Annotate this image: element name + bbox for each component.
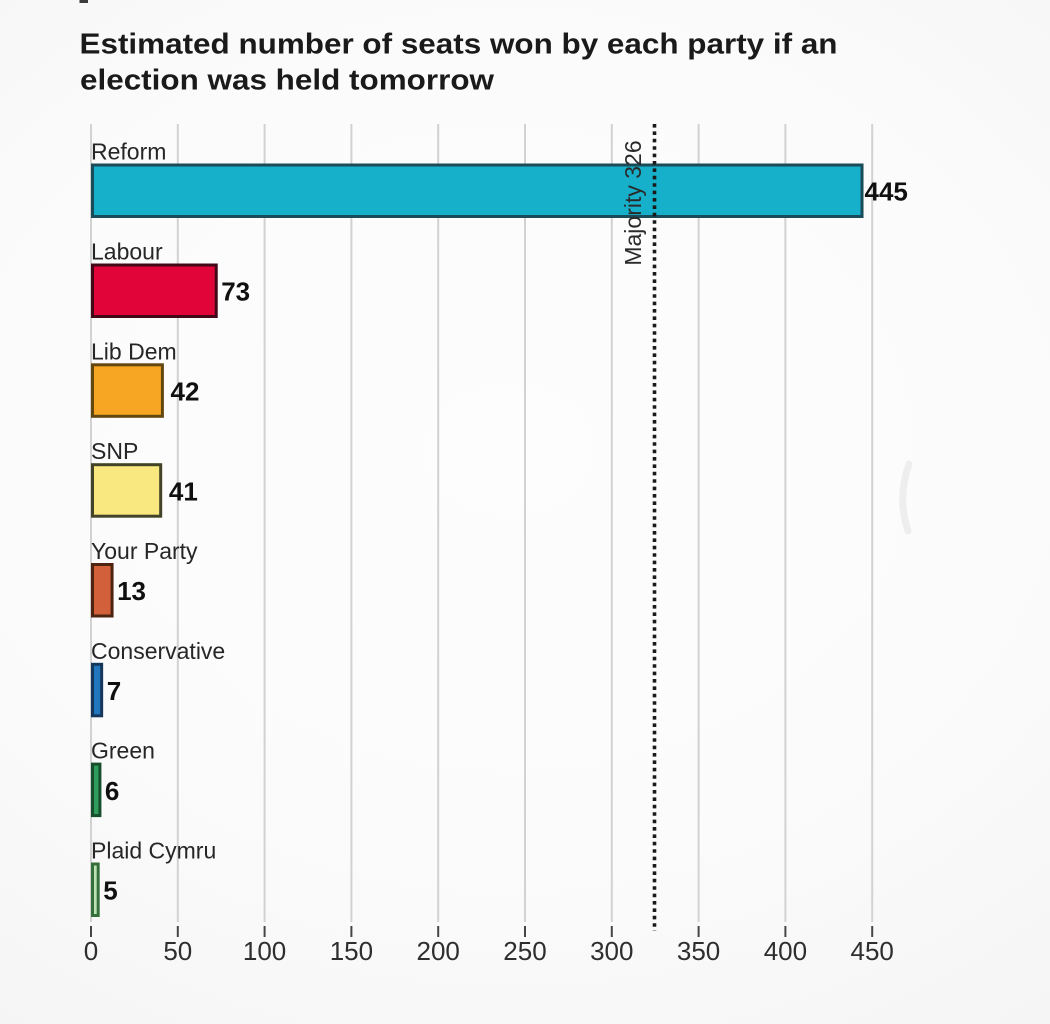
svg-text:Lib Dem: Lib Dem [91,338,177,364]
svg-text:0: 0 [84,936,98,966]
svg-text:Conservative: Conservative [91,638,225,664]
svg-text:42: 42 [171,377,200,407]
svg-text:445: 445 [865,177,908,207]
svg-text:250: 250 [503,936,546,966]
svg-text:5: 5 [103,876,117,906]
svg-text:6: 6 [105,776,119,806]
svg-text:Your Party: Your Party [91,538,198,564]
svg-text:election was held tomorrow: election was held tomorrow [80,65,494,97]
svg-text:Labour: Labour [91,238,163,264]
svg-text:450: 450 [851,936,894,966]
svg-text:400: 400 [764,936,807,966]
svg-text:Majority 326: Majority 326 [620,140,646,265]
svg-text:100: 100 [243,936,286,966]
svg-text:200: 200 [417,936,460,966]
svg-text:50: 50 [163,936,192,966]
svg-text:Green: Green [91,738,155,764]
svg-text:150: 150 [330,936,373,966]
svg-text:73: 73 [221,277,250,307]
svg-text:13: 13 [117,576,146,606]
svg-text:41: 41 [169,476,198,506]
svg-text:Plaid Cymru: Plaid Cymru [91,838,216,864]
svg-text:Reform: Reform [91,139,166,165]
svg-text:350: 350 [677,936,720,966]
svg-text:7: 7 [107,676,121,706]
svg-text:Estimated number of seats won: Estimated number of seats won by each pa… [80,29,838,61]
svg-text:300: 300 [590,936,633,966]
svg-text:SNP: SNP [91,438,138,464]
